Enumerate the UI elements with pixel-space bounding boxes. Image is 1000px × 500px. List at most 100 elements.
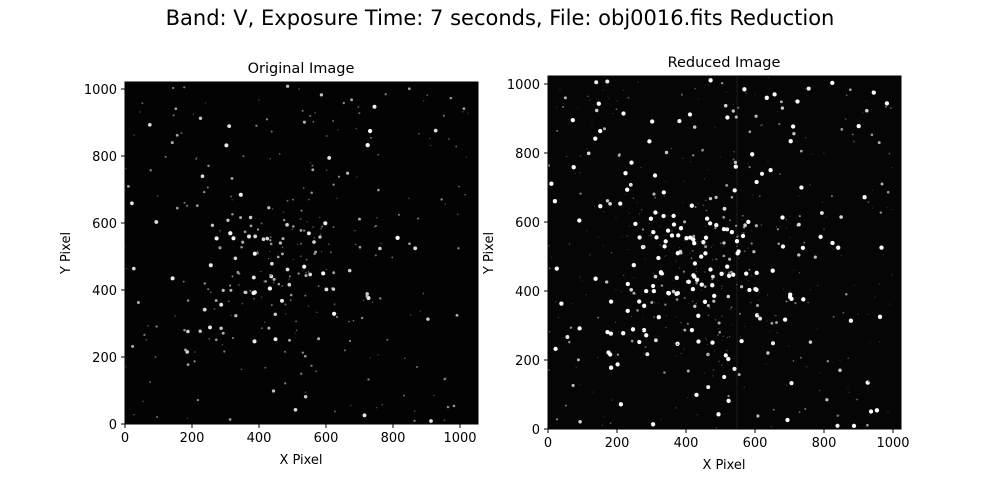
star (288, 275, 291, 278)
star (704, 84, 706, 86)
star (777, 242, 780, 245)
star (625, 281, 630, 287)
star (743, 250, 746, 253)
star (627, 96, 630, 99)
star (291, 228, 294, 231)
star (816, 328, 818, 330)
star (692, 261, 698, 266)
star (845, 293, 848, 296)
star (576, 358, 580, 362)
star (286, 199, 289, 202)
star (663, 195, 665, 198)
star (641, 228, 645, 231)
star (870, 133, 874, 137)
star (722, 254, 726, 258)
star (577, 218, 582, 223)
star (725, 227, 730, 232)
star (565, 155, 568, 158)
star (845, 94, 848, 97)
x-tick-label: 400 (247, 431, 272, 446)
star (651, 229, 656, 235)
star (661, 213, 666, 219)
star (221, 343, 224, 346)
star (783, 288, 785, 290)
star (760, 124, 762, 127)
star (723, 245, 725, 247)
star (652, 273, 654, 275)
star (641, 329, 643, 332)
star (660, 245, 662, 247)
star (273, 337, 278, 342)
star (666, 290, 671, 296)
star (747, 287, 752, 293)
x-tick-label: 800 (381, 431, 406, 446)
star (707, 314, 710, 317)
star (408, 197, 410, 200)
star (342, 101, 345, 105)
star (830, 240, 835, 246)
star (744, 271, 749, 276)
star (725, 274, 727, 276)
star (329, 251, 332, 254)
star (579, 276, 581, 278)
star (780, 215, 785, 220)
star (456, 213, 459, 216)
star (203, 282, 207, 285)
star (772, 92, 777, 97)
star (226, 218, 230, 222)
star (251, 290, 256, 296)
star (866, 423, 869, 427)
star (292, 225, 295, 228)
star (332, 119, 335, 122)
star (182, 280, 185, 283)
star (770, 268, 775, 273)
star (702, 299, 708, 304)
star (593, 136, 598, 141)
star (219, 302, 224, 307)
star (579, 192, 582, 195)
star (670, 147, 672, 150)
star (231, 336, 234, 340)
star (327, 155, 332, 160)
x-tick-label: 400 (674, 436, 699, 451)
star (871, 189, 874, 191)
star (741, 214, 744, 217)
star (725, 184, 729, 187)
star (642, 317, 644, 319)
star (734, 224, 738, 227)
star (653, 316, 655, 318)
star (665, 228, 671, 233)
star (602, 415, 604, 417)
star (690, 257, 693, 260)
star (587, 95, 589, 98)
star (234, 314, 238, 318)
star (175, 133, 179, 137)
star (730, 306, 733, 309)
star (686, 369, 690, 373)
star (754, 179, 759, 185)
star (771, 341, 775, 346)
star (886, 190, 890, 194)
star (253, 297, 255, 300)
star (726, 336, 728, 339)
star (839, 359, 841, 362)
star (452, 404, 456, 408)
star (257, 252, 259, 255)
original-image-stars (124, 84, 469, 423)
star (289, 293, 293, 297)
star (789, 236, 791, 238)
star (174, 107, 178, 111)
star (300, 255, 302, 258)
star (372, 104, 377, 109)
star (365, 142, 370, 148)
star (287, 282, 292, 287)
star (210, 223, 215, 227)
star (354, 243, 357, 246)
star (241, 240, 245, 244)
star (680, 352, 682, 355)
star (301, 109, 304, 112)
star (227, 300, 230, 303)
star (792, 360, 795, 362)
star (738, 312, 741, 315)
x-tick-label: 800 (812, 436, 837, 451)
